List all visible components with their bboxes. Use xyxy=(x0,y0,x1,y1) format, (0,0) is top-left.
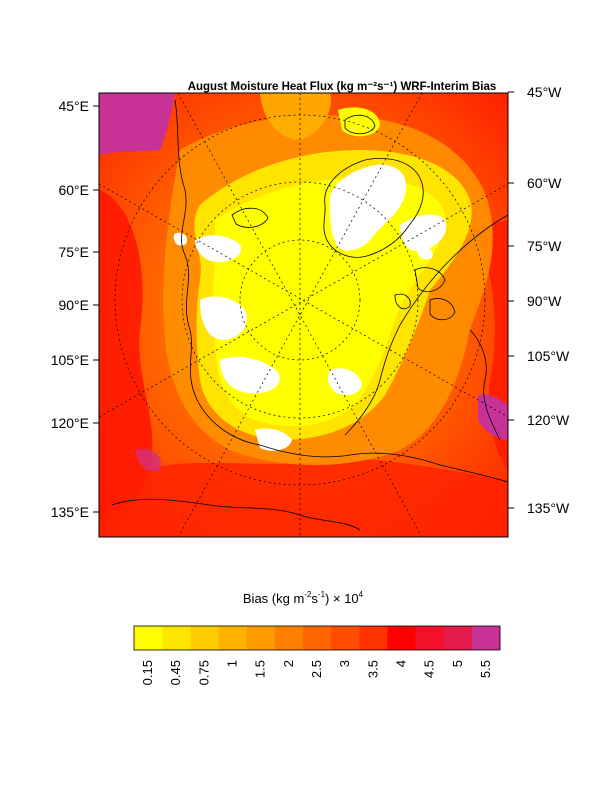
coastline-eurasia xyxy=(174,99,261,446)
colorbar-title-part: s xyxy=(311,591,318,606)
colorbar-level-label: 2 xyxy=(281,660,296,667)
coastline-svalbard xyxy=(344,114,376,135)
colorbar-swatch xyxy=(471,626,501,650)
high-bias-region-south xyxy=(99,459,508,537)
right-axis-tick-label: 135°W xyxy=(527,500,570,516)
colorbar-swatch xyxy=(302,626,332,650)
missing-data-bering xyxy=(255,428,292,451)
left-axis-tick-label: 135°E xyxy=(51,504,89,520)
missing-data-kara xyxy=(195,235,242,262)
high-bias-region-west xyxy=(99,190,153,530)
colorbar-title-part: ) × 10 xyxy=(325,591,359,606)
map-frame xyxy=(98,92,509,538)
colorbar: 0.15 0.45 0.75 1 1.5 2 2.5 3 3.5 4 4.5 5 5.5 xyxy=(133,625,501,685)
left-axis-tick-label: 105°E xyxy=(51,352,89,368)
colorbar-swatch xyxy=(274,626,304,650)
left-axis-tick-label: 60°E xyxy=(58,182,89,198)
colorbar-level-label: 5 xyxy=(450,660,465,667)
missing-data-greenland xyxy=(330,164,407,251)
colorbar-level-label: 4.5 xyxy=(422,660,437,678)
colorbar-swatch xyxy=(218,626,248,650)
missing-data-small-2 xyxy=(417,246,433,260)
right-axis: 45°W 60°W 75°W 90°W 105°W 120°W 135°W xyxy=(508,84,570,516)
colorbar-level-label: 1 xyxy=(225,660,240,667)
colorbar-title-exponent: -1 xyxy=(318,590,326,599)
right-axis-tick-label: 75°W xyxy=(527,238,562,254)
colorbar-level-label: 0.45 xyxy=(168,660,183,685)
colorbar-title-exponent: 4 xyxy=(359,590,364,599)
moderate-bias-zone-north xyxy=(260,93,331,140)
colorbar-swatch xyxy=(359,626,388,650)
missing-data-beaufort xyxy=(327,368,362,396)
missing-data-central-south xyxy=(220,356,280,394)
colorbar-title: Bias (kg m-2s-1) × 104 xyxy=(243,590,364,606)
coastline-siberia xyxy=(259,444,508,483)
meridian-3 xyxy=(99,183,508,418)
lowest-bias-north-patch xyxy=(338,107,380,137)
left-axis: 45°E 60°E 75°E 90°E 105°E 120°E 135°E xyxy=(51,98,99,520)
left-axis-tick-label: 120°E xyxy=(51,415,89,431)
colorbar-level-label: 0.75 xyxy=(196,660,211,685)
colorbar-level-label: 3 xyxy=(337,660,352,667)
graticule xyxy=(99,93,508,537)
right-axis-tick-label: 105°W xyxy=(527,348,570,364)
coastline-arctic-islands xyxy=(394,267,456,321)
left-axis-tick-label: 45°E xyxy=(58,98,89,114)
right-axis-tick-label: 120°W xyxy=(527,412,570,428)
missing-data-small-1 xyxy=(173,232,188,246)
left-axis-tick-label: 75°E xyxy=(58,244,89,260)
coastline-greenland xyxy=(323,158,424,258)
right-axis-tick-label: 45°W xyxy=(527,84,562,100)
max-bias-patch-northwest xyxy=(99,93,175,155)
colorbar-swatch xyxy=(387,626,417,650)
latitude-circle-80 xyxy=(239,239,361,361)
colorbar-level-label: 4 xyxy=(393,660,408,667)
colorbar-level-label: 0.15 xyxy=(140,660,155,685)
colorbar-title-part: Bias (kg m xyxy=(243,591,304,606)
colorbar-swatch xyxy=(443,626,473,650)
chart-title: August Moisture Heat Flux (kg m⁻²s⁻¹) WR… xyxy=(188,81,497,93)
missing-data-east-islands xyxy=(400,214,447,252)
colorbar-title-exponent: -2 xyxy=(304,590,312,599)
right-axis-tick-label: 90°W xyxy=(527,293,562,309)
left-axis-tick-label: 90°E xyxy=(58,297,89,313)
right-axis-tick-label: 60°W xyxy=(527,175,562,191)
colorbar-swatch xyxy=(331,626,360,650)
coastline-novaya-zemlya xyxy=(231,207,269,228)
colorbar-level-label: 5.5 xyxy=(478,660,493,678)
lowest-bias-arctic-core xyxy=(213,177,446,427)
coastline-north-america xyxy=(344,214,508,436)
colorbar-frame xyxy=(133,625,501,651)
missing-data-central xyxy=(200,296,248,340)
colorbar-level-label: 3.5 xyxy=(365,660,380,678)
coastline-alaska xyxy=(111,498,361,531)
coastline-east-detail xyxy=(469,329,501,441)
colorbar-swatch xyxy=(415,626,445,650)
colorbar-swatch xyxy=(246,626,276,650)
colorbar-level-label: 2.5 xyxy=(309,660,324,678)
map-panel xyxy=(99,93,508,537)
colorbar-level-label: 1.5 xyxy=(253,660,268,678)
max-bias-patch-south xyxy=(135,448,161,472)
colorbar-swatch xyxy=(134,626,163,650)
coastlines xyxy=(111,99,508,531)
colorbar-swatch xyxy=(162,626,191,650)
colorbar-swatch xyxy=(190,626,219,650)
